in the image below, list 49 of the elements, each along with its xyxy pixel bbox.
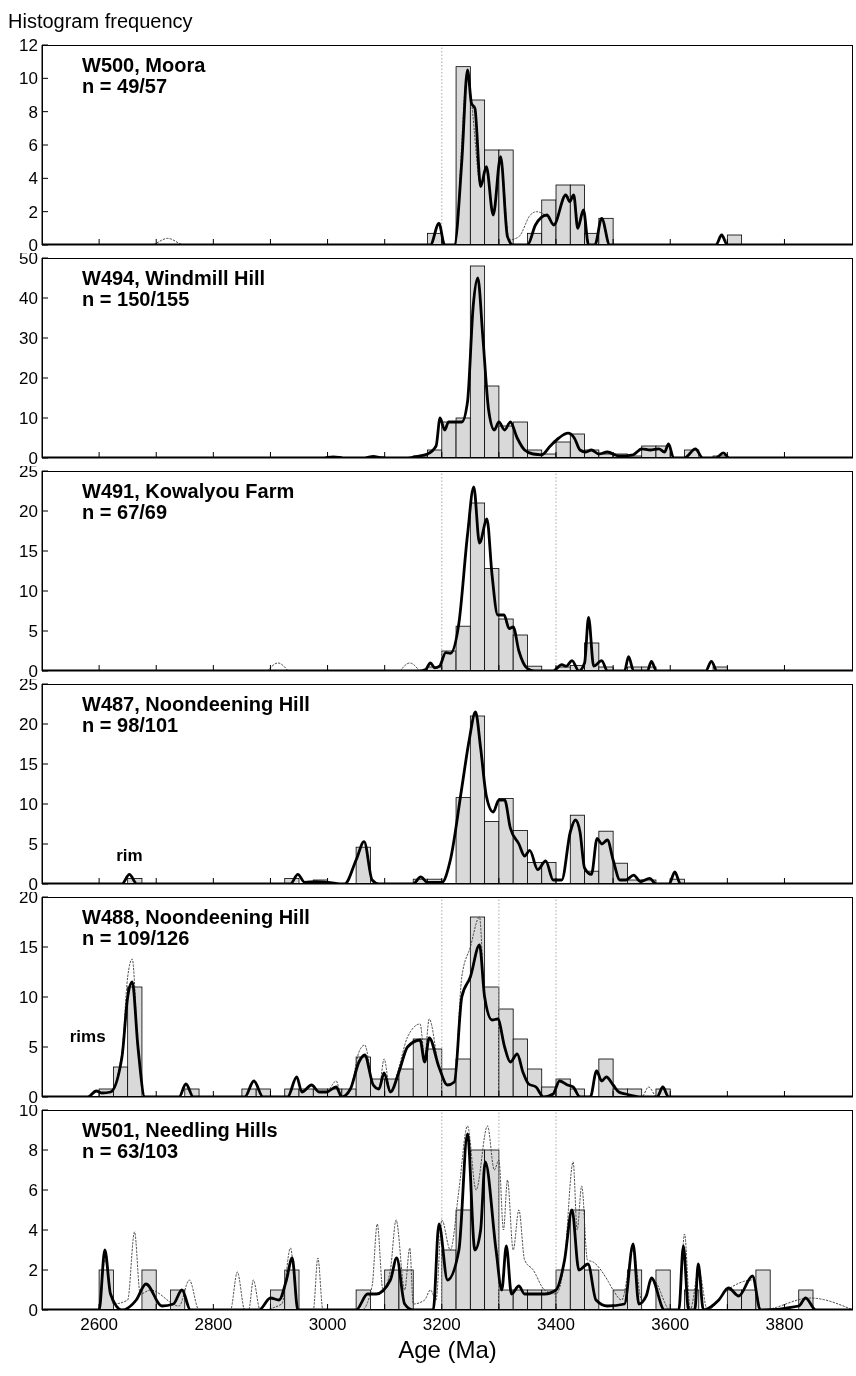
x-tick-label: 3600	[651, 1315, 690, 1334]
y-axis-title: Histogram frequency	[8, 10, 193, 32]
y-tick-label: 2	[28, 1260, 38, 1280]
y-tick-label: 20	[19, 501, 38, 521]
chart-title: W491, Kowalyou Farm	[82, 480, 295, 502]
y-tick-label: 10	[19, 581, 38, 601]
text: n = 49/57	[82, 75, 169, 97]
chart-title: W487, Noondeening Hill	[82, 693, 310, 715]
x-axis-title: Age (Ma)	[397, 1336, 498, 1364]
text: n = 67/69	[82, 501, 168, 523]
y-tick-label: 10	[19, 69, 38, 89]
chart-title: W501, Needling Hills	[82, 1119, 278, 1141]
x-tick-label: 2600	[80, 1315, 119, 1334]
y-tick-label: 0	[28, 1300, 38, 1320]
x-tick-label: 2800	[194, 1315, 233, 1334]
y-tick-label: 20	[19, 714, 38, 734]
y-tick-label: 4	[28, 1220, 38, 1240]
y-tick-label: 15	[19, 754, 38, 774]
chart-title: W494, Windmill Hill	[82, 267, 266, 289]
y-tick-label: 6	[28, 135, 38, 155]
y-tick-label: 12	[19, 35, 38, 55]
y-tick-label: 10	[19, 987, 38, 1007]
text: W500, Moora	[82, 54, 206, 76]
y-tick-label: 10	[19, 794, 38, 814]
y-tick-label: 15	[19, 937, 38, 957]
y-tick-label: 2	[28, 202, 38, 222]
x-tick-label: 3200	[422, 1315, 461, 1334]
x-tick-label: 3400	[537, 1315, 575, 1334]
y-tick-label: 4	[28, 169, 38, 189]
y-tick-label: 10	[19, 408, 38, 428]
y-tick-label: 6	[28, 1180, 38, 1200]
annotation: rims	[69, 1027, 106, 1047]
y-tick-label: 5	[28, 1037, 38, 1057]
annotation: rim	[116, 846, 143, 867]
y-tick-label: 40	[19, 288, 38, 308]
y-tick-label: 15	[19, 541, 38, 561]
text: n = 109/126	[82, 927, 190, 949]
y-tick-label: 30	[19, 328, 38, 348]
x-tick-label: 3000	[308, 1315, 347, 1334]
y-tick-label: 8	[28, 102, 38, 122]
text: n = 63/103	[82, 1140, 179, 1162]
y-tick-label: 5	[28, 621, 38, 641]
y-tick-label: 20	[19, 368, 38, 388]
y-tick-label: 8	[28, 1140, 38, 1160]
text: n = 98/101	[82, 714, 179, 736]
x-tick-label: 3800	[765, 1315, 804, 1334]
y-tick-label: 5	[28, 834, 38, 854]
text: n = 150/155	[82, 288, 191, 310]
chart-title: W488, Noondeening Hill	[82, 906, 310, 928]
